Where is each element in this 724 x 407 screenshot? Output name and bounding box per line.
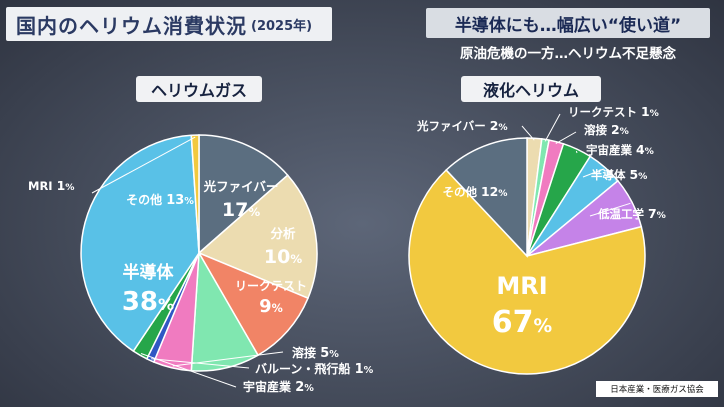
right-pie-label: 低温工学 7% [597,206,666,221]
left-pie-label: 宇宙産業 2% [243,379,314,395]
source-credit: 日本産業・医療ガス協会 [596,381,718,397]
left-pie-leader-line [172,351,284,367]
left-pie-slice [197,174,318,300]
left-pie-label: バルーン・飛行船 1% [255,361,374,377]
right-pie-leader-line [589,202,631,217]
left-pie-label: MRI 1% [28,178,74,193]
title-main: 国内のヘリウム消費状況 [16,13,247,38]
right-pie-slice [445,137,528,258]
right-pie-label: その他 12% [443,184,508,199]
left-pie-label: リークテスト [235,279,307,293]
right-pie-label: MRI [496,272,547,300]
right-pie-label: リークテスト 1% [568,104,659,119]
right-pie-leader-line [521,125,535,141]
left-pie-leader-line [140,353,237,388]
headline-banner: 半導体にも…幅広い“使い道” [426,8,710,38]
left-pie-label: 分析 [270,226,296,241]
left-pie-slice [197,251,309,357]
right-pie-label: 宇宙産業 4% [586,142,654,157]
left-pie-label: 半導体 [123,262,175,283]
right-pie-label: 溶接 2% [584,122,629,137]
left-pie-value: 17% [222,199,260,221]
chart-title-left: ヘリウムガス [136,76,262,102]
title-year: (2025年) [251,18,313,34]
left-pie-value: 9% [259,296,283,317]
right-pie-leader-line [555,131,577,145]
right-pie-leader-line [575,150,578,154]
left-pie-label: 溶接 5% [292,345,339,361]
left-pie-leader-line [91,136,196,194]
left-pie-slice [198,134,289,255]
right-pie-slice [408,168,646,375]
chart-title-right: 液化ヘリウム [461,76,601,102]
left-pie-slice [190,134,200,254]
page-title: 国内のヘリウム消費状況 (2025年) [6,7,332,41]
left-pie-leader-line [151,358,250,369]
right-pie-label: 光ファイバー 2% [416,118,508,133]
left-pie-slice [80,134,200,353]
right-pie-leader-line [582,168,604,178]
right-pie-label: 半導体 5% [591,167,647,182]
subheadline: 原油危機の一方…ヘリウム不足懸念 [460,46,676,62]
left-pie-label: その他 13% [126,192,194,208]
left-pie-value: 10% [264,246,302,268]
right-pie-leader-line [544,113,561,142]
left-pie-label: 光ファイバー [203,179,279,194]
